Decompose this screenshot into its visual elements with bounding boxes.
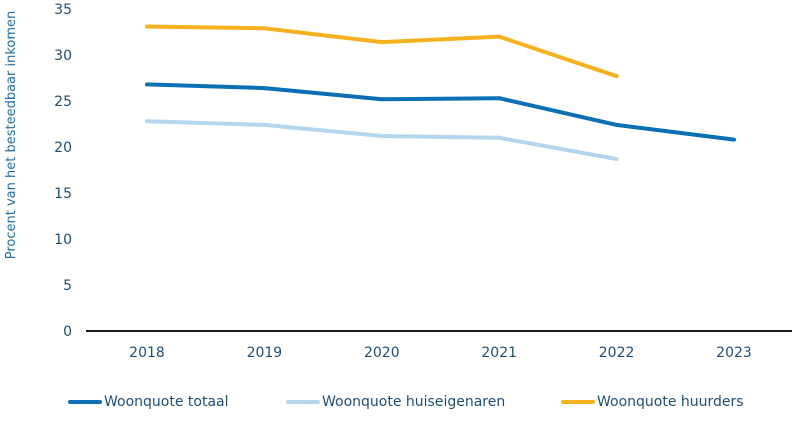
x-tick-label: 2018 xyxy=(129,345,165,361)
y-axis: 0 5 10 15 20 25 30 35 xyxy=(54,2,72,340)
y-tick-label: 5 xyxy=(63,278,72,294)
data-point xyxy=(497,96,502,101)
x-axis: 2018 2019 2020 2021 2022 2023 xyxy=(129,345,752,361)
line-chart: Procent van het besteedbaar inkomen 0 5 10… xyxy=(4,2,792,361)
series-line-3 xyxy=(146,24,618,79)
legend-label: Woonquote totaal xyxy=(104,394,229,410)
y-tick-label: 20 xyxy=(54,140,72,156)
legend-label: Woonquote huiseigenaren xyxy=(322,394,506,410)
data-point xyxy=(614,122,619,127)
y-tick-label: 35 xyxy=(54,2,72,18)
data-point xyxy=(732,137,736,142)
legend-item: Woonquote huiseigenaren xyxy=(286,394,505,410)
y-tick-label: 30 xyxy=(54,48,72,64)
data-point xyxy=(497,135,502,140)
data-point xyxy=(262,122,267,127)
y-tick-label: 25 xyxy=(54,94,72,110)
series-line-2 xyxy=(146,119,617,161)
x-tick-label: 2023 xyxy=(716,345,752,361)
y-axis-label: Procent van het besteedbaar inkomen xyxy=(4,11,19,260)
data-point xyxy=(379,133,384,138)
data-point xyxy=(379,97,384,102)
data-point xyxy=(614,156,619,161)
legend-swatch xyxy=(561,400,595,404)
legend-item: Woonquote totaal xyxy=(68,394,229,410)
data-point xyxy=(262,26,267,31)
legend-swatch xyxy=(286,400,320,404)
y-tick-label: 0 xyxy=(63,324,72,340)
data-point xyxy=(145,24,149,29)
y-tick-label: 10 xyxy=(54,232,72,248)
x-tick-label: 2019 xyxy=(247,345,283,361)
data-point xyxy=(497,34,502,39)
legend: Woonquote totaal Woonquote huiseigenaren W… xyxy=(0,394,810,420)
series-lines xyxy=(145,24,736,161)
legend-swatch xyxy=(68,400,102,404)
x-tick-label: 2022 xyxy=(599,345,635,361)
y-tick-label: 15 xyxy=(54,186,72,202)
x-tick-label: 2020 xyxy=(364,345,400,361)
data-point xyxy=(379,40,384,45)
x-tick-label: 2021 xyxy=(481,345,517,361)
data-point xyxy=(145,119,149,124)
data-point xyxy=(145,82,149,87)
series-line-1 xyxy=(146,82,735,142)
legend-label: Woonquote huurders xyxy=(597,394,744,410)
legend-item: Woonquote huurders xyxy=(561,394,744,410)
data-point xyxy=(262,86,267,91)
data-point xyxy=(614,74,619,79)
